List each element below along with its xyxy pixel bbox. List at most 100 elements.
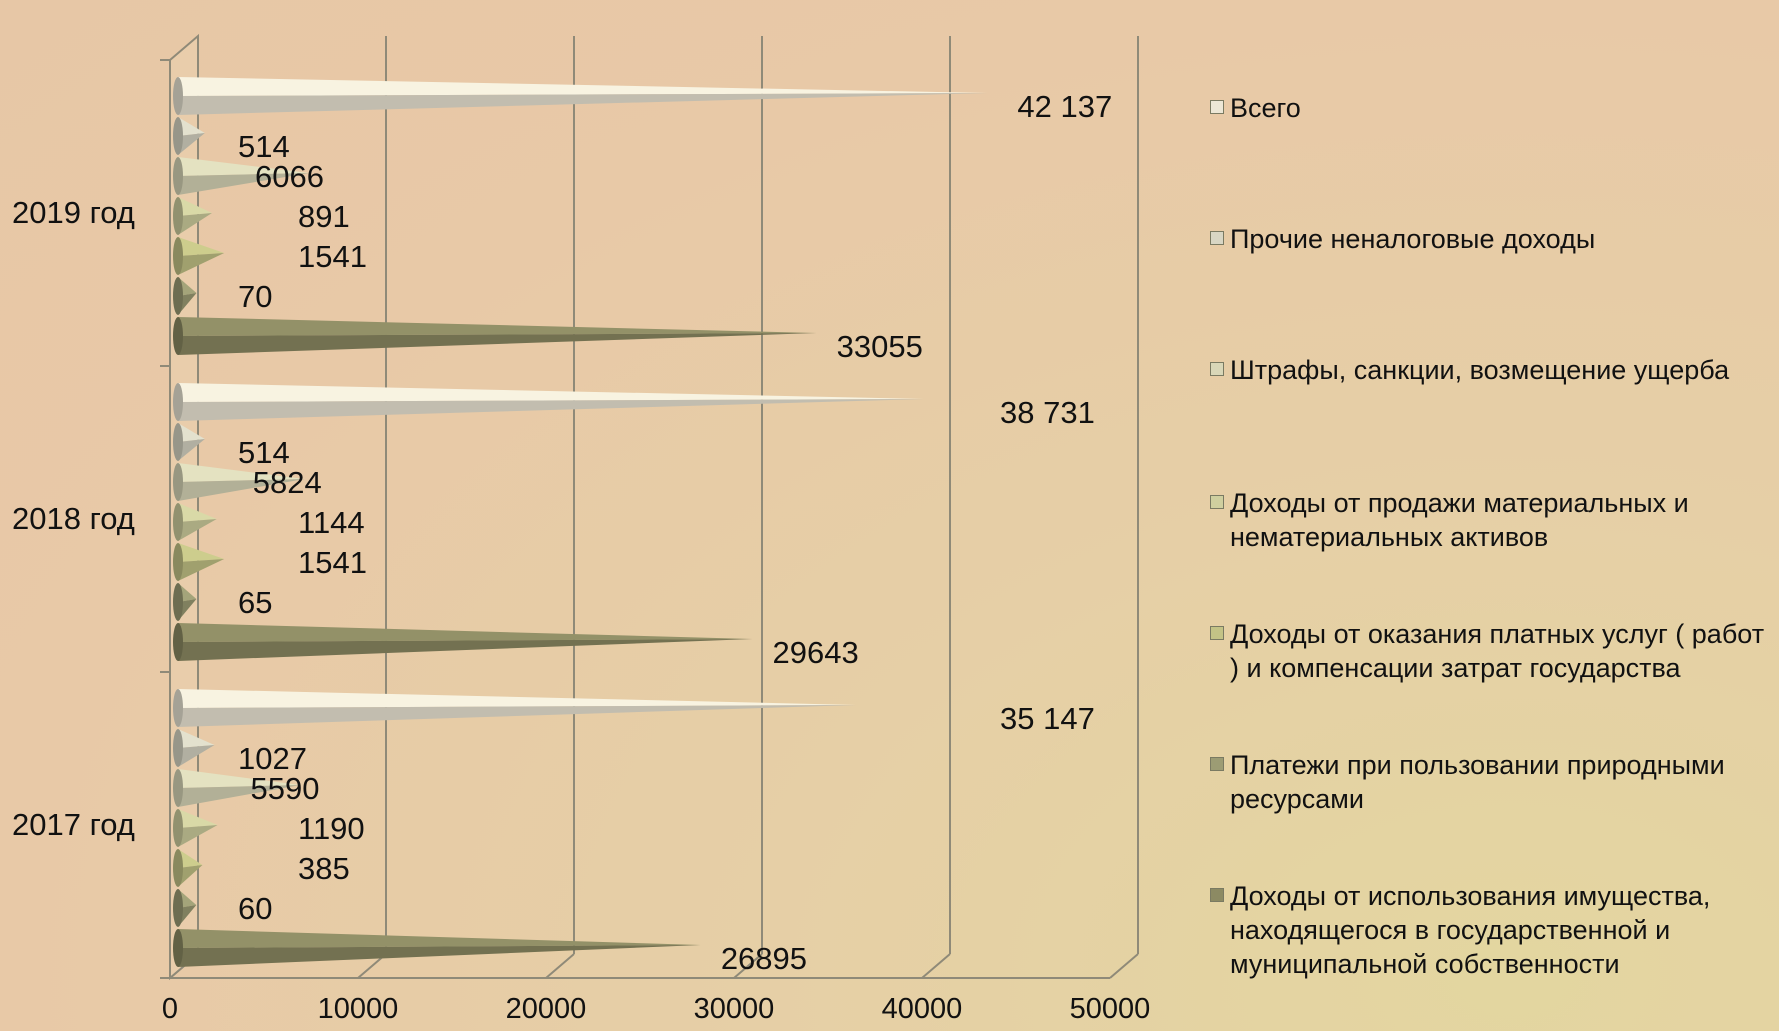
legend-label: Штрафы, санкции, возмещение ущерба bbox=[1230, 355, 1730, 385]
data-label: 65 bbox=[238, 585, 272, 620]
data-label: 33055 bbox=[837, 329, 923, 364]
data-label: 514 bbox=[238, 435, 290, 470]
legend-item: Платежи при пользовании природными ресур… bbox=[1210, 748, 1770, 816]
cone-bar-top bbox=[178, 729, 215, 748]
x-tick-label: 50000 bbox=[1070, 993, 1151, 1025]
cone-bar-top bbox=[178, 157, 310, 176]
category-label: 2018 год bbox=[12, 501, 135, 536]
cone-bar-top bbox=[178, 623, 753, 642]
data-label: 514 bbox=[238, 129, 290, 164]
cone-bar-bottom bbox=[178, 253, 225, 275]
legend-swatch bbox=[1210, 757, 1224, 771]
category-label: 2019 год bbox=[12, 195, 135, 230]
x-tick-label: 30000 bbox=[694, 993, 775, 1025]
cone-bar-top bbox=[178, 503, 217, 522]
cone-bar-bottom bbox=[178, 639, 753, 661]
legend-label: Доходы от продажи материальных и нематер… bbox=[1230, 488, 1689, 552]
data-label: 29643 bbox=[772, 635, 858, 670]
cone-bar-bottom bbox=[178, 399, 924, 421]
cone-bar-base bbox=[173, 77, 183, 115]
cone-bar-base bbox=[173, 383, 183, 421]
data-label: 1144 bbox=[298, 505, 365, 540]
legend-item: Штрафы, санкции, возмещение ущерба bbox=[1210, 353, 1770, 387]
cone-bar-bottom bbox=[178, 945, 701, 967]
data-label: 42 137 bbox=[1017, 89, 1112, 124]
cone-bar-bottom bbox=[178, 519, 217, 541]
cone-bar-base bbox=[173, 929, 183, 967]
legend-item: Доходы от оказания платных услуг ( работ… bbox=[1210, 617, 1770, 685]
cone-bar-base bbox=[173, 317, 183, 355]
legend-swatch bbox=[1210, 888, 1224, 902]
legend-item: Доходы от продажи материальных и нематер… bbox=[1210, 486, 1770, 554]
cone-bar-bottom bbox=[178, 93, 988, 115]
cone-bar-top bbox=[178, 77, 988, 96]
floor-tick bbox=[545, 953, 575, 979]
legend-swatch bbox=[1210, 626, 1224, 640]
legend: Всего Прочие неналоговые доходы Штрафы, са… bbox=[1210, 0, 1779, 1031]
x-tick-label: 10000 bbox=[318, 993, 399, 1025]
legend-swatch bbox=[1210, 362, 1224, 376]
cone-bar-bottom bbox=[178, 865, 203, 887]
cone-bar-top bbox=[178, 809, 218, 828]
data-label: 5824 bbox=[253, 465, 322, 500]
cone-bar-top bbox=[178, 317, 817, 336]
floor-tick bbox=[1109, 953, 1139, 979]
cone-bar-base bbox=[173, 543, 183, 581]
x-tick-label: 0 bbox=[162, 993, 178, 1025]
cone-bar-base bbox=[173, 423, 183, 461]
category-label: 2017 год bbox=[12, 807, 135, 842]
cone-bar-top bbox=[178, 197, 212, 216]
cone-bar-base bbox=[173, 729, 183, 767]
legend-swatch bbox=[1210, 231, 1224, 245]
data-label: 1541 bbox=[298, 545, 367, 580]
data-label: 70 bbox=[238, 279, 272, 314]
data-label: 6066 bbox=[255, 159, 324, 194]
cone-bar-bottom bbox=[178, 213, 212, 235]
cone-bar-base bbox=[173, 157, 183, 195]
cone-bar-base bbox=[173, 277, 183, 315]
data-label: 385 bbox=[298, 851, 350, 886]
cone-bar-base bbox=[173, 197, 183, 235]
data-label: 35 147 bbox=[1000, 701, 1095, 736]
cone-bar-base bbox=[173, 689, 183, 727]
cone-bar-top bbox=[178, 929, 701, 948]
cone-bar-top bbox=[178, 543, 225, 562]
cone-bar-bottom bbox=[178, 825, 218, 847]
floor-tick bbox=[921, 953, 951, 979]
cone-bar-base bbox=[173, 503, 183, 541]
cone-bar-bottom bbox=[178, 333, 817, 355]
cone-bar-base bbox=[173, 583, 183, 621]
data-label: 60 bbox=[238, 891, 272, 926]
cone-bar-top bbox=[178, 463, 305, 482]
legend-label: Всего bbox=[1230, 93, 1301, 123]
cone-bar-top bbox=[178, 423, 205, 442]
legend-item: Прочие неналоговые доходы bbox=[1210, 222, 1770, 256]
cone-bar-top bbox=[178, 849, 203, 868]
cone-bar-top bbox=[178, 769, 301, 788]
data-label: 1027 bbox=[238, 741, 307, 776]
cone-bar-base bbox=[173, 463, 183, 501]
data-label: 1190 bbox=[298, 811, 365, 846]
cone-bar-base bbox=[173, 889, 183, 927]
legend-label: Доходы от использования имущества, наход… bbox=[1230, 881, 1711, 979]
cone-bar-bottom bbox=[178, 479, 305, 501]
x-tick-label: 20000 bbox=[506, 993, 587, 1025]
cone-bar-base bbox=[173, 117, 183, 155]
cone-bar-base bbox=[173, 809, 183, 847]
cone-bar-bottom bbox=[178, 133, 205, 155]
legend-label: Прочие неналоговые доходы bbox=[1230, 224, 1596, 254]
legend-item: Доходы от использования имущества, наход… bbox=[1210, 879, 1770, 981]
cone-bar-bottom bbox=[178, 745, 215, 767]
legend-label: Платежи при пользовании природными ресур… bbox=[1230, 750, 1725, 814]
cone-bar-top bbox=[178, 689, 856, 708]
data-label: 26895 bbox=[721, 941, 807, 976]
legend-swatch bbox=[1210, 100, 1224, 114]
legend-label: Доходы от оказания платных услуг ( работ… bbox=[1230, 619, 1765, 683]
cone-bar-bottom bbox=[178, 559, 225, 581]
cone-bar-base bbox=[173, 849, 183, 887]
cone-bar-base bbox=[173, 623, 183, 661]
legend-swatch bbox=[1210, 495, 1224, 509]
cone-bar-bottom bbox=[178, 439, 205, 461]
cone-bar-top bbox=[178, 237, 225, 256]
cone-bar-bottom bbox=[178, 705, 856, 727]
